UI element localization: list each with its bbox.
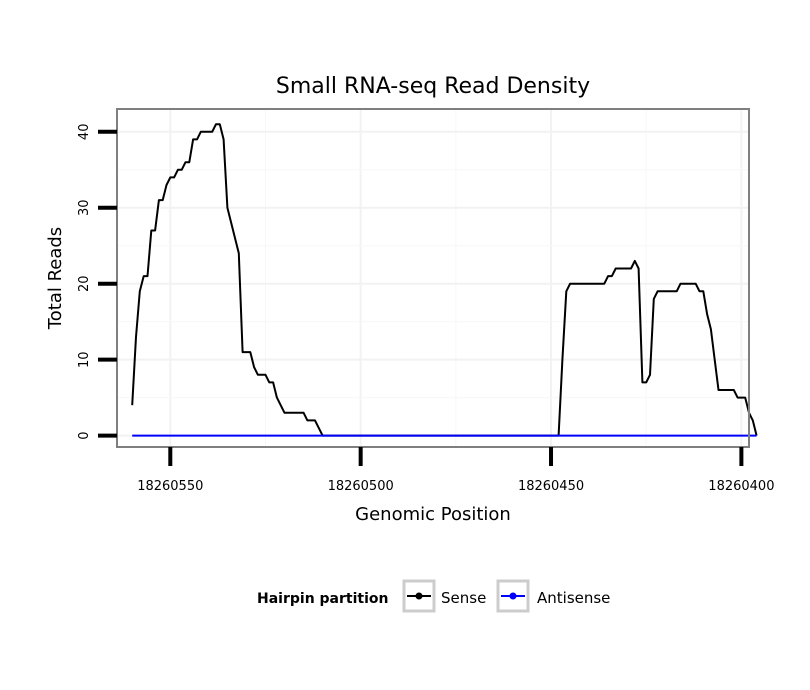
- y-tick-label: 40: [77, 124, 92, 141]
- x-axis-label: Genomic Position: [355, 504, 511, 525]
- legend-item-antisense: Antisense: [496, 579, 610, 613]
- plot-panel: [117, 109, 749, 447]
- y-tick-label: 30: [77, 199, 92, 216]
- legend: Hairpin partition Sense Antisense: [257, 579, 610, 613]
- y-tick-label: 0: [77, 431, 92, 439]
- plot-border: [116, 108, 750, 448]
- legend-label-sense: Sense: [441, 589, 486, 607]
- legend-key-antisense: [496, 579, 530, 613]
- y-tick-label: 20: [77, 275, 92, 292]
- y-axis: 0 10 20 30 40: [77, 124, 117, 440]
- series-line-sense: [131, 123, 758, 437]
- legend-title: Hairpin partition: [257, 591, 388, 607]
- legend-marker-sense: [415, 592, 423, 600]
- legend-label-antisense: Antisense: [537, 589, 610, 607]
- y-tick-label: 10: [77, 351, 92, 368]
- x-tick-label: 18260500: [328, 479, 394, 494]
- legend-item-sense: Sense: [402, 579, 486, 613]
- series-layer: [131, 123, 758, 437]
- x-tick-label: 18260450: [518, 479, 584, 494]
- legend-marker-antisense: [509, 592, 517, 600]
- x-tick-label: 18260550: [137, 479, 203, 494]
- grid-lines: [117, 109, 749, 447]
- x-axis: 18260550 18260500 18260450 18260400: [137, 447, 774, 494]
- y-axis-label: Total Reads: [45, 227, 66, 330]
- x-tick-label: 18260400: [708, 479, 774, 494]
- chart-title: Small RNA-seq Read Density: [276, 74, 590, 99]
